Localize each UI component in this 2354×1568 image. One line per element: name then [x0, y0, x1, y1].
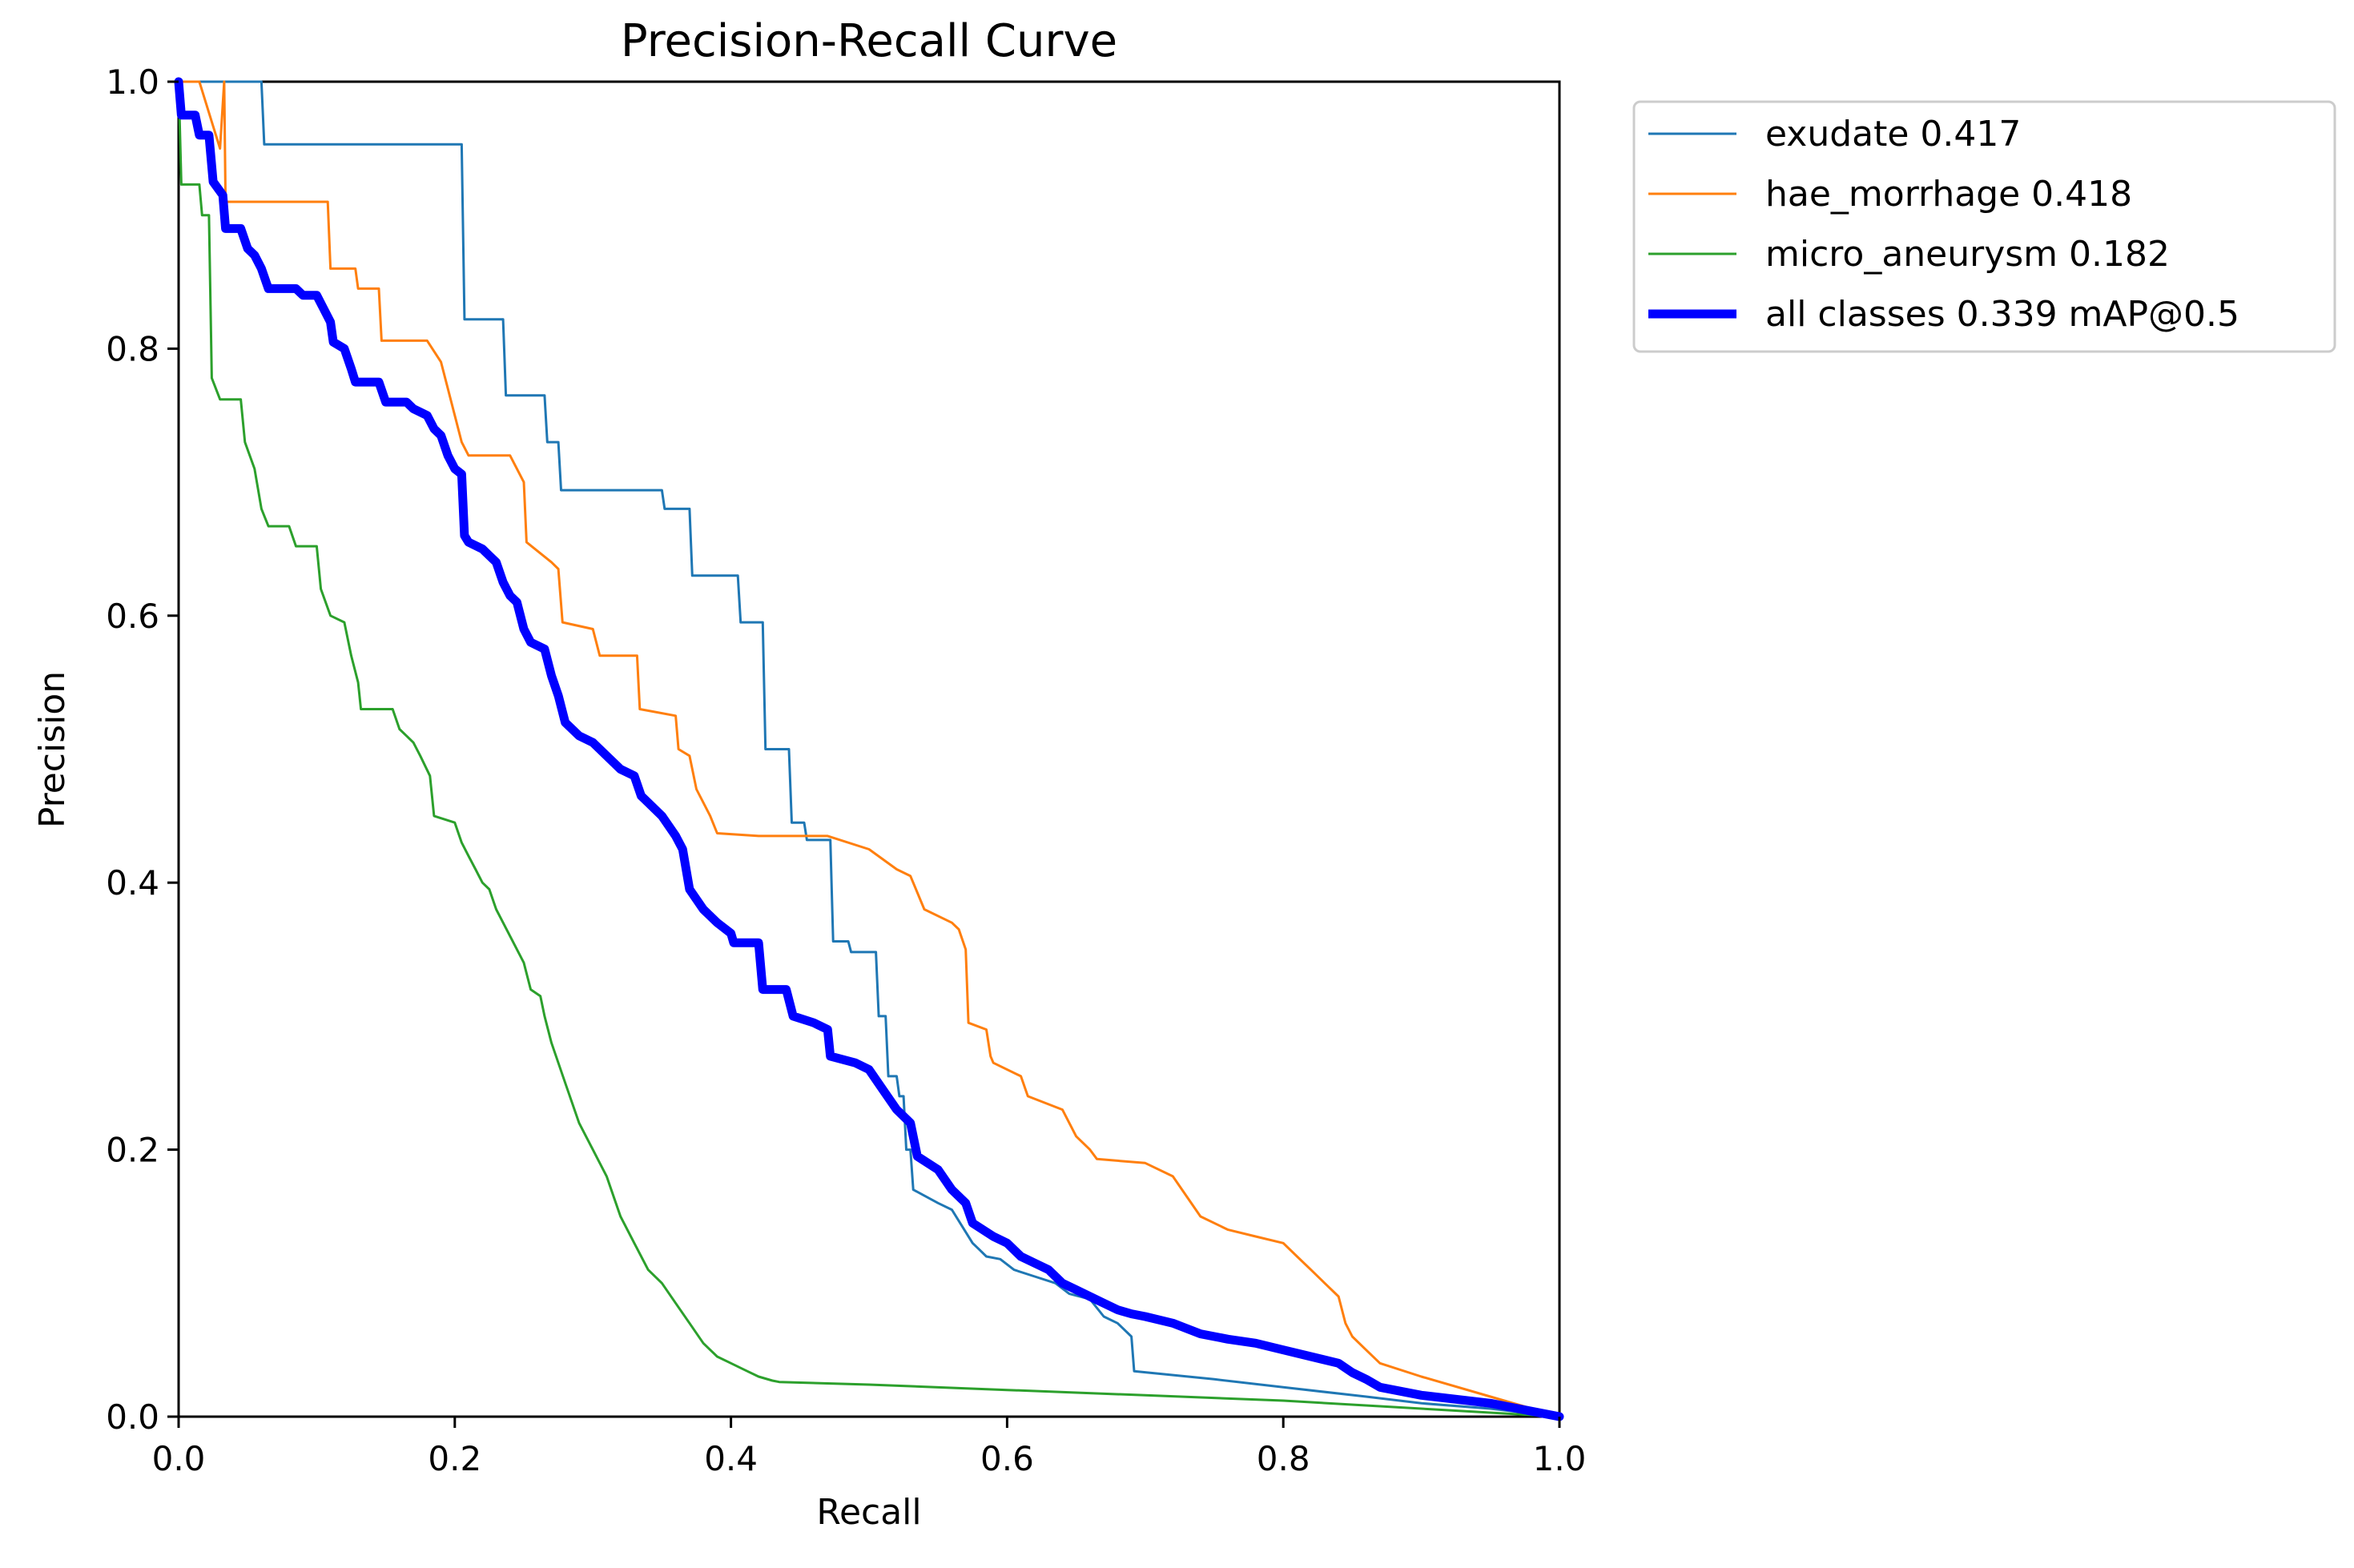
legend: exudate 0.417 hae_morrhage 0.418 micro_ane…	[1632, 100, 2336, 353]
series-line-3	[174, 77, 1564, 1421]
x-axis-ticks: 0.0 0.2 0.4 0.6 0.8 1.0	[152, 1417, 1587, 1478]
y-tick-label: 0.0	[106, 1397, 159, 1437]
legend-label-3: all classes 0.339 mAP@0.5	[1765, 294, 2239, 335]
legend-label-2: micro_aneurysm 0.182	[1765, 234, 2170, 275]
x-tick-label: 0.4	[704, 1439, 758, 1478]
y-tick-label: 0.2	[106, 1131, 159, 1170]
legend-frame	[1632, 100, 2336, 353]
y-tick-label: 0.8	[106, 329, 159, 368]
legend-label-1: hae_morrhage 0.418	[1765, 174, 2132, 215]
plot-frame	[177, 80, 1561, 1418]
y-tick-label: 0.4	[106, 863, 159, 903]
x-tick-label: 1.0	[1533, 1439, 1587, 1478]
plot-area	[174, 77, 1564, 1421]
x-tick-label: 0.8	[1257, 1439, 1310, 1478]
y-tick-label: 1.0	[106, 62, 159, 102]
series-group	[174, 77, 1564, 1421]
x-tick-label: 0.6	[980, 1439, 1034, 1478]
x-axis-label: Recall	[816, 1492, 921, 1533]
y-axis-ticks: 0.0 0.2 0.4 0.6 0.8 1.0	[106, 62, 179, 1437]
x-tick-label: 0.0	[152, 1439, 206, 1478]
legend-label-0: exudate 0.417	[1765, 114, 2021, 155]
y-axis-label: Precision	[32, 671, 73, 828]
chart-title: Precision-Recall Curve	[621, 15, 1117, 67]
series-line-0	[177, 80, 1561, 1418]
y-tick-label: 0.6	[106, 597, 159, 636]
series-line-1	[177, 80, 1561, 1418]
series-line-2	[177, 80, 1561, 1418]
x-tick-label: 0.2	[428, 1439, 481, 1478]
